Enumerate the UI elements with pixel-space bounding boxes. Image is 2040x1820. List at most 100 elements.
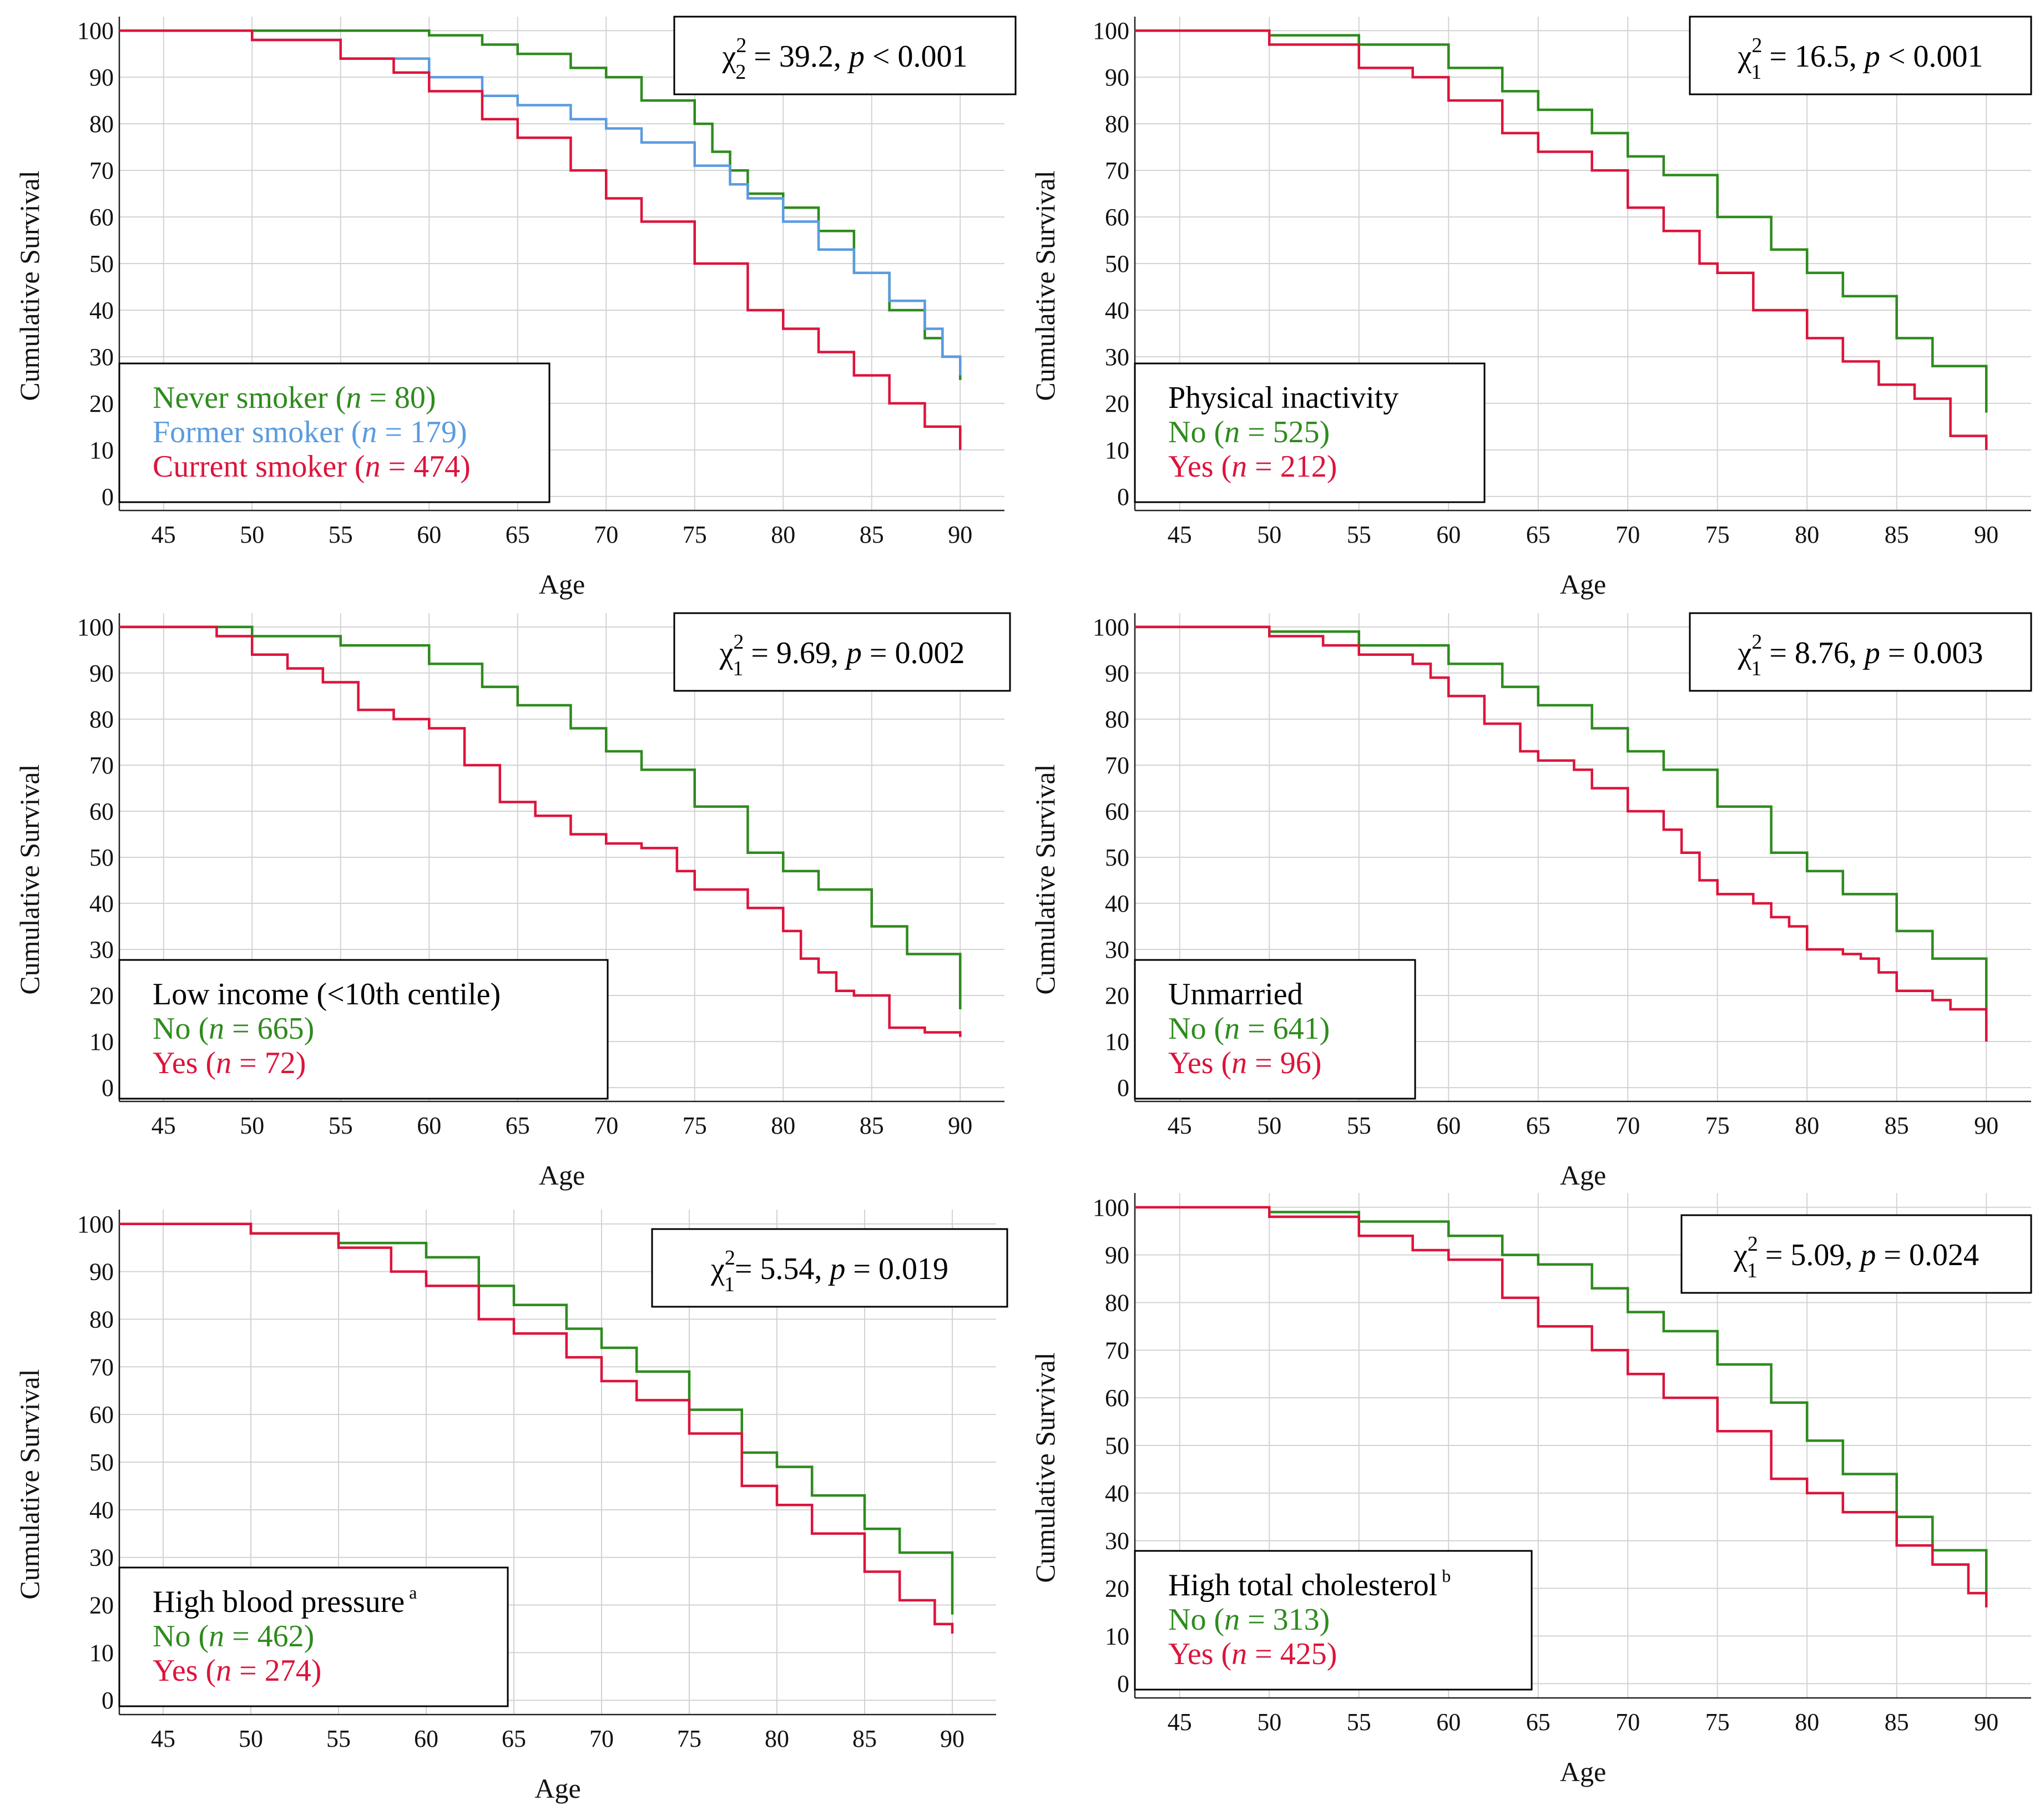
y-tick-label: 20 (1105, 982, 1129, 1009)
y-tick-label: 100 (77, 17, 114, 44)
chi-symbol: χ (1737, 636, 1751, 670)
chart-panel-smoking: 45 50 55 60 65 70 75 80 85 90 0 10 20 30 40 50 60 70 80 90 1… (14, 16, 1017, 600)
stat-box-frame (1689, 612, 2032, 692)
x-tick-label: 85 (860, 1112, 884, 1139)
x-axis-label: Age (1560, 569, 1606, 600)
legend-entry-former-smoker: Former smoker (n = 179) (153, 415, 467, 449)
y-tick-label: 40 (89, 890, 114, 917)
legend-entry-name: Yes ( (153, 1654, 216, 1688)
y-tick-label: 70 (89, 1353, 114, 1381)
x-tick-label: 50 (1257, 521, 1281, 548)
p-value: < 0.001 (865, 39, 968, 74)
y-tick-label: 60 (89, 204, 114, 231)
x-tick-label: 55 (329, 1112, 353, 1139)
x-tick-label: 90 (940, 1725, 965, 1752)
x-tick-label: 45 (152, 1112, 176, 1139)
x-tick-label: 65 (506, 521, 530, 548)
y-tick-label: 10 (1105, 1028, 1129, 1055)
stat-box: χ2 1 = 9.69, p = 0.002 (673, 612, 1011, 692)
legend-title-text: High blood pressure (153, 1585, 405, 1619)
y-tick-label: 0 (102, 483, 114, 510)
x-tick-label: 60 (1436, 1708, 1461, 1736)
p-symbol: p (844, 636, 862, 670)
x-tick-label: 90 (948, 1112, 972, 1139)
stat-box-frame (651, 1228, 1008, 1308)
x-tick-label: 75 (683, 521, 707, 548)
stat-text: χ2 1 = 16.5, p < 0.001 (1737, 34, 1983, 84)
x-tick-label: 70 (1615, 521, 1640, 548)
y-tick-label: 50 (89, 250, 114, 277)
p-symbol: p (827, 1252, 845, 1286)
x-tick-label: 50 (1257, 1112, 1281, 1139)
y-tick-label: 50 (89, 844, 114, 871)
x-tick-label: 75 (683, 1112, 707, 1139)
y-tick-label: 100 (77, 614, 114, 641)
stat-box: χ2 1 = 8.76, p = 0.003 (1689, 612, 2032, 692)
legend-entry-yes: Yes (n = 96) (1168, 1046, 1321, 1080)
legend-n-value: = 474) (381, 449, 471, 484)
chi-value: = 16.5, (1761, 39, 1865, 74)
stat-text: χ2 1 = 9.69, p = 0.002 (719, 630, 965, 680)
p-symbol: p (847, 39, 865, 74)
chi-df-subscript: 1 (1751, 60, 1761, 84)
legend-frame (118, 1566, 509, 1707)
survival-curve-no (1135, 1206, 1988, 1603)
survival-curve-yes (1135, 1206, 1988, 1607)
survival-curve-yes (119, 625, 962, 1037)
chart-panel-unmarried: 45 50 55 60 65 70 75 80 85 90 0 10 20 30 40 50 60 70 80 90 1… (1029, 612, 2032, 1191)
stat-box-frame (1689, 16, 2032, 95)
stat-box: χ2 1 = 5.09, p = 0.024 (1680, 1214, 2032, 1294)
legend-n-value: = 72) (231, 1046, 306, 1080)
legend-entry-name: Never smoker ( (153, 381, 346, 415)
stat-text: χ2 1 = 8.76, p = 0.003 (1737, 630, 1983, 680)
x-tick-label: 70 (1615, 1708, 1640, 1736)
legend-entry-yes: Yes (n = 274) (153, 1654, 321, 1688)
legend-title: Physical inactivity (1168, 381, 1398, 415)
legend-frame (1134, 362, 1486, 503)
y-tick-label: 80 (89, 1306, 114, 1333)
legend: Never smoker (n = 80)Former smoker (n = … (118, 362, 551, 503)
p-symbol: p (1862, 636, 1880, 670)
legend-n-symbol: n (216, 1046, 231, 1080)
chi-df-superscript: 2 (733, 630, 744, 654)
legend-title-text: Physical inactivity (1168, 381, 1398, 415)
chi-df-subscript: 1 (733, 657, 743, 680)
x-tick-label: 65 (1526, 521, 1551, 548)
legend-entry-name: Yes ( (1168, 1046, 1231, 1080)
y-tick-label: 30 (89, 1544, 114, 1571)
y-tick-label: 50 (1105, 844, 1129, 871)
chart-panel-cholesterol: 45 50 55 60 65 70 75 80 85 90 0 10 20 30 40 50 60 70 80 90 1… (1029, 1193, 2032, 1787)
chi-value: = 8.76, (1761, 636, 1865, 670)
y-tick-label: 30 (89, 936, 114, 963)
y-tick-label: 0 (102, 1074, 114, 1101)
legend-n-value: = 212) (1247, 449, 1337, 484)
x-axis-label: Age (539, 569, 585, 600)
chi-value: = 39.2, (746, 39, 849, 74)
y-tick-label: 70 (89, 157, 114, 184)
legend-frame (118, 959, 609, 1100)
x-tick-label: 55 (1347, 1112, 1371, 1139)
y-tick-label: 30 (1105, 343, 1129, 371)
y-tick-label: 30 (89, 343, 114, 371)
x-tick-label: 70 (589, 1725, 614, 1752)
legend-entry-never-smoker: Never smoker (n = 80) (153, 381, 436, 415)
y-tick-label: 70 (1105, 157, 1129, 184)
legend-n-value: = 274) (231, 1654, 321, 1688)
y-axis-label: Cumulative Survival (14, 764, 45, 994)
y-tick-label: 60 (89, 798, 114, 825)
chi-symbol: χ (710, 1252, 725, 1286)
y-tick-label: 40 (1105, 297, 1129, 324)
x-tick-label: 55 (326, 1725, 351, 1752)
x-tick-label: 80 (1795, 521, 1819, 548)
y-tick-label: 10 (1105, 437, 1129, 464)
x-tick-label: 90 (1974, 521, 1998, 548)
x-tick-label: 80 (765, 1725, 789, 1752)
legend-n-value: = 313) (1240, 1602, 1330, 1637)
p-symbol: p (1858, 1238, 1876, 1272)
p-value: = 0.024 (1876, 1238, 1979, 1272)
y-tick-label: 20 (89, 1592, 114, 1619)
x-tick-label: 60 (1436, 1112, 1461, 1139)
chi-value: = 9.69, (743, 636, 846, 670)
stat-text: χ2 2 = 39.2, p < 0.001 (721, 34, 967, 84)
